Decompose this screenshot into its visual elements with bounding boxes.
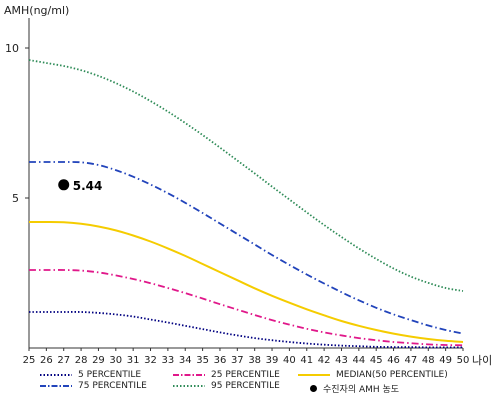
x-axis-unit: 나이 — [472, 354, 493, 367]
x-tick-label: 26 — [40, 355, 53, 366]
series-line-3 — [29, 161, 464, 335]
x-tick-label: 50 — [457, 355, 470, 366]
x-tick-label: 39 — [266, 355, 279, 366]
legend-label-point: 수진자의 AMH 농도 — [323, 385, 400, 395]
legend-item-median: MEDIAN(50 PERCENTILE) — [298, 370, 448, 380]
x-tick-label: 34 — [179, 355, 192, 366]
legend-label-p25: 25 PERCENTILE — [211, 370, 280, 380]
x-tick-label: 42 — [318, 355, 331, 366]
legend-line-p95 — [173, 385, 205, 387]
x-tick-label: 37 — [231, 355, 244, 366]
x-tick-label: 43 — [335, 355, 348, 366]
x-tick-label: 35 — [196, 355, 209, 366]
x-tick-label: 49 — [439, 355, 452, 366]
series-line-4 — [28, 59, 464, 292]
legend-item-point: 수진자의 AMH 농도 — [310, 382, 399, 395]
series-line-1 — [29, 269, 464, 347]
x-tick-label: 36 — [214, 355, 227, 366]
y-axis-title: AMH(ng/ml) — [4, 4, 70, 17]
x-tick-label: 30 — [109, 355, 122, 366]
x-tick-label: 38 — [248, 355, 261, 366]
patient-marker: 5.44 — [58, 179, 102, 193]
x-tick-label: 44 — [352, 355, 365, 366]
legend-line-median — [298, 374, 330, 376]
legend-dot-icon — [310, 385, 317, 392]
x-tick-label: 31 — [127, 355, 140, 366]
patient-point-label: 5.44 — [73, 179, 103, 193]
legend-label-p95: 95 PERCENTILE — [211, 381, 280, 391]
x-tick-label: 32 — [144, 355, 157, 366]
legend-line-p5 — [40, 374, 72, 376]
patient-point — [58, 179, 70, 191]
x-tick-label: 25 — [23, 355, 36, 366]
x-tick-label: 41 — [300, 355, 313, 366]
x-tick-label: 45 — [370, 355, 383, 366]
legend-label-p75: 75 PERCENTILE — [78, 381, 147, 391]
x-tick-label: 47 — [405, 355, 418, 366]
x-tick-label: 33 — [162, 355, 175, 366]
x-tick-label: 40 — [283, 355, 296, 366]
x-tick-label: 28 — [75, 355, 88, 366]
legend-item-p5: 5 PERCENTILE — [40, 370, 141, 380]
series-lines — [28, 59, 464, 349]
legend-label-p5: 5 PERCENTILE — [78, 370, 142, 380]
chart-axes: 5 10 25 26 27 28 29 30 31 32 33 34 35 36 37 38 39 40 41 42 4… — [5, 18, 469, 366]
y-tick-label: 10 — [5, 42, 19, 55]
x-tick-label: 46 — [387, 355, 400, 366]
legend-line-p75 — [40, 385, 72, 387]
y-tick-label: 5 — [12, 192, 19, 205]
legend-item-p75: 75 PERCENTILE — [40, 381, 147, 391]
legend-label-median: MEDIAN(50 PERCENTILE) — [336, 370, 448, 380]
legend-line-p25 — [173, 374, 205, 376]
x-tick-label: 27 — [57, 355, 70, 366]
x-tick-label: 29 — [92, 355, 105, 366]
legend-item-p25: 25 PERCENTILE — [173, 370, 280, 380]
legend-item-p95: 95 PERCENTILE — [173, 381, 280, 391]
series-line-2 — [28, 220, 464, 343]
series-line-0 — [28, 311, 463, 349]
x-tick-label: 48 — [422, 355, 435, 366]
